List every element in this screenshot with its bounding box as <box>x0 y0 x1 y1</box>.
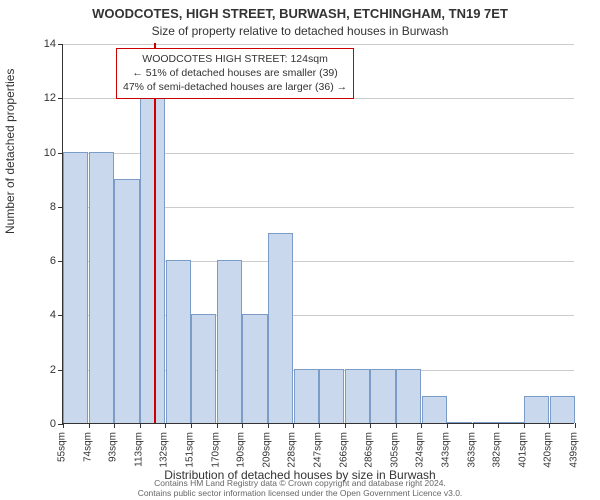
ytick-label: 6 <box>26 255 56 267</box>
xtick-mark <box>165 423 166 428</box>
ytick-label: 4 <box>26 309 56 321</box>
ytick-label: 2 <box>26 364 56 376</box>
xtick-label: 324sqm <box>415 432 426 468</box>
xtick-mark <box>217 423 218 428</box>
xtick-label: 209sqm <box>261 432 272 468</box>
chart-title: WOODCOTES, HIGH STREET, BURWASH, ETCHING… <box>0 6 600 21</box>
histogram-bar <box>550 396 575 423</box>
histogram-bar <box>319 369 344 423</box>
histogram-bar <box>294 369 319 423</box>
xtick-label: 74sqm <box>82 432 93 462</box>
xtick-label: 228sqm <box>287 432 298 468</box>
histogram-bar <box>242 314 267 423</box>
histogram-bar <box>422 396 447 423</box>
histogram-bar <box>63 152 88 423</box>
xtick-mark <box>549 423 550 428</box>
plot-area <box>62 44 574 424</box>
annotation-box: WOODCOTES HIGH STREET: 124sqm ← 51% of d… <box>116 48 354 99</box>
ytick-mark <box>58 153 63 154</box>
xtick-label: 247sqm <box>313 432 324 468</box>
xtick-mark <box>524 423 525 428</box>
xtick-mark <box>319 423 320 428</box>
xtick-mark <box>473 423 474 428</box>
ytick-mark <box>58 207 63 208</box>
xtick-mark <box>345 423 346 428</box>
xtick-mark <box>140 423 141 428</box>
xtick-label: 343sqm <box>441 432 452 468</box>
ytick-mark <box>58 261 63 262</box>
xtick-label: 113sqm <box>133 432 144 467</box>
ytick-mark <box>58 370 63 371</box>
xtick-mark <box>447 423 448 428</box>
xtick-label: 305sqm <box>389 432 400 468</box>
ytick-label: 12 <box>26 92 56 104</box>
xtick-label: 132sqm <box>159 432 170 468</box>
histogram-bar <box>345 369 370 423</box>
histogram-bar <box>89 152 114 423</box>
histogram-bar <box>114 179 139 423</box>
histogram-bar <box>268 233 293 423</box>
y-axis-label: Number of detached properties <box>3 69 17 234</box>
chart-subtitle: Size of property relative to detached ho… <box>0 24 600 38</box>
histogram-bar <box>498 422 523 423</box>
xtick-mark <box>89 423 90 428</box>
histogram-bar <box>396 369 421 423</box>
xtick-label: 55sqm <box>57 432 68 462</box>
histogram-bar <box>191 314 216 423</box>
xtick-mark <box>114 423 115 428</box>
xtick-mark <box>396 423 397 428</box>
xtick-mark <box>498 423 499 428</box>
xtick-label: 190sqm <box>236 432 247 468</box>
xtick-label: 439sqm <box>569 432 580 468</box>
histogram-bar <box>166 260 191 423</box>
ytick-mark <box>58 44 63 45</box>
attribution-line1: Contains HM Land Registry data © Crown c… <box>0 478 600 488</box>
xtick-label: 382sqm <box>492 432 503 468</box>
annotation-line1: WOODCOTES HIGH STREET: 124sqm <box>123 52 347 66</box>
ytick-mark <box>58 98 63 99</box>
annotation-line3: 47% of semi-detached houses are larger (… <box>123 80 347 94</box>
ytick-label: 8 <box>26 201 56 213</box>
histogram-bar <box>473 422 498 423</box>
xtick-label: 93sqm <box>108 432 119 462</box>
xtick-label: 286sqm <box>364 432 375 468</box>
xtick-mark <box>191 423 192 428</box>
xtick-mark <box>370 423 371 428</box>
chart-container: WOODCOTES, HIGH STREET, BURWASH, ETCHING… <box>0 0 600 500</box>
property-marker-line <box>154 43 156 423</box>
xtick-label: 266sqm <box>338 432 349 468</box>
histogram-bar <box>140 70 165 423</box>
xtick-mark <box>575 423 576 428</box>
xtick-label: 151sqm <box>185 432 196 468</box>
xtick-mark <box>63 423 64 428</box>
attribution: Contains HM Land Registry data © Crown c… <box>0 478 600 498</box>
ytick-label: 0 <box>26 418 56 430</box>
xtick-mark <box>421 423 422 428</box>
histogram-bar <box>217 260 242 423</box>
xtick-label: 401sqm <box>517 432 528 468</box>
ytick-label: 10 <box>26 147 56 159</box>
annotation-line2: ← 51% of detached houses are smaller (39… <box>123 66 347 80</box>
ytick-label: 14 <box>26 38 56 50</box>
xtick-mark <box>268 423 269 428</box>
attribution-line2: Contains public sector information licen… <box>0 488 600 498</box>
xtick-label: 363sqm <box>466 432 477 468</box>
xtick-label: 170sqm <box>210 432 221 468</box>
histogram-bar <box>524 396 549 423</box>
ytick-mark <box>58 315 63 316</box>
histogram-bar <box>370 369 395 423</box>
xtick-mark <box>293 423 294 428</box>
gridline <box>63 44 574 45</box>
histogram-bar <box>447 422 472 423</box>
xtick-mark <box>242 423 243 428</box>
xtick-label: 420sqm <box>543 432 554 468</box>
